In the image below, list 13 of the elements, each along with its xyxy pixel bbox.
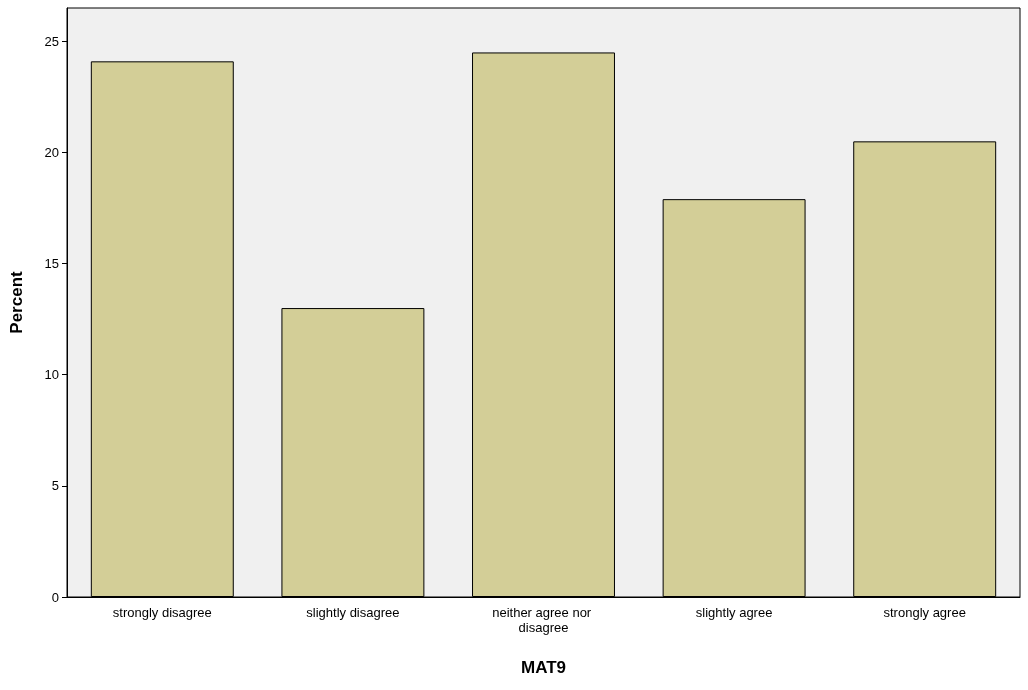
x-tick-label: strongly disagree (112, 605, 212, 620)
x-axis-title: MAT9 (520, 658, 567, 677)
x-tick-label: strongly agree (883, 605, 966, 620)
y-tick-label: 5 (51, 478, 59, 494)
y-tick-label: 20 (44, 144, 59, 160)
y-tick-label: 15 (44, 256, 59, 272)
y-axis-title: Percent (7, 270, 26, 334)
y-tick-label: 0 (51, 589, 59, 605)
y-tick-label: 10 (44, 367, 59, 383)
x-tick-label: slightly disagree (306, 605, 400, 620)
x-tick-label: slightly agree (695, 605, 773, 620)
x-tick-label: neither agree nor disagree (492, 605, 595, 635)
y-tick-label: 25 (44, 33, 59, 49)
